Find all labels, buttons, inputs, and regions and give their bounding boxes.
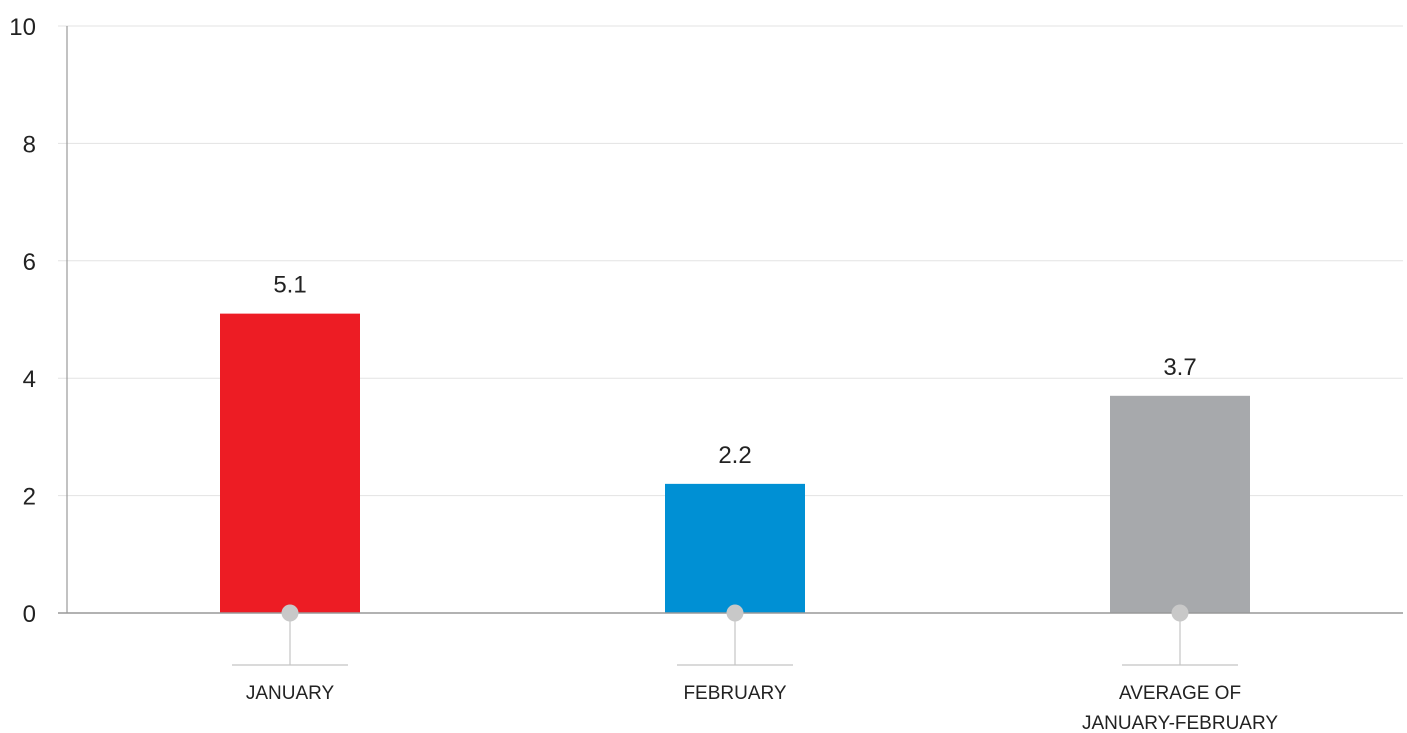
data-label: 3.7 [1163, 354, 1196, 381]
bars [220, 313, 1250, 613]
data-label: 2.2 [718, 442, 751, 469]
bar [665, 483, 805, 613]
bar [220, 313, 360, 613]
y-tick-label: 2 [23, 484, 36, 511]
labels: 0 2 4 6 8 10 5.1 2.2 3.7 JANUARY FEBRUARY AVERAGE O… [9, 14, 1278, 733]
x-tick-label: JANUARY [246, 683, 335, 704]
category-marker [726, 604, 744, 622]
category-marker [1171, 604, 1189, 622]
bar [1110, 395, 1250, 613]
category-marker [281, 604, 299, 622]
y-tick-label: 4 [23, 366, 36, 393]
y-tick-label: 8 [23, 131, 36, 158]
y-tick-label: 0 [23, 601, 36, 628]
x-tick-label: JANUARY-FEBRUARY [1082, 713, 1278, 733]
data-label: 5.1 [273, 272, 306, 299]
y-tick-label: 10 [9, 14, 36, 41]
x-tick-label: AVERAGE OF [1119, 683, 1241, 704]
x-tick-label: FEBRUARY [683, 683, 786, 704]
y-tick-label: 6 [23, 249, 36, 276]
axes [58, 26, 1403, 666]
